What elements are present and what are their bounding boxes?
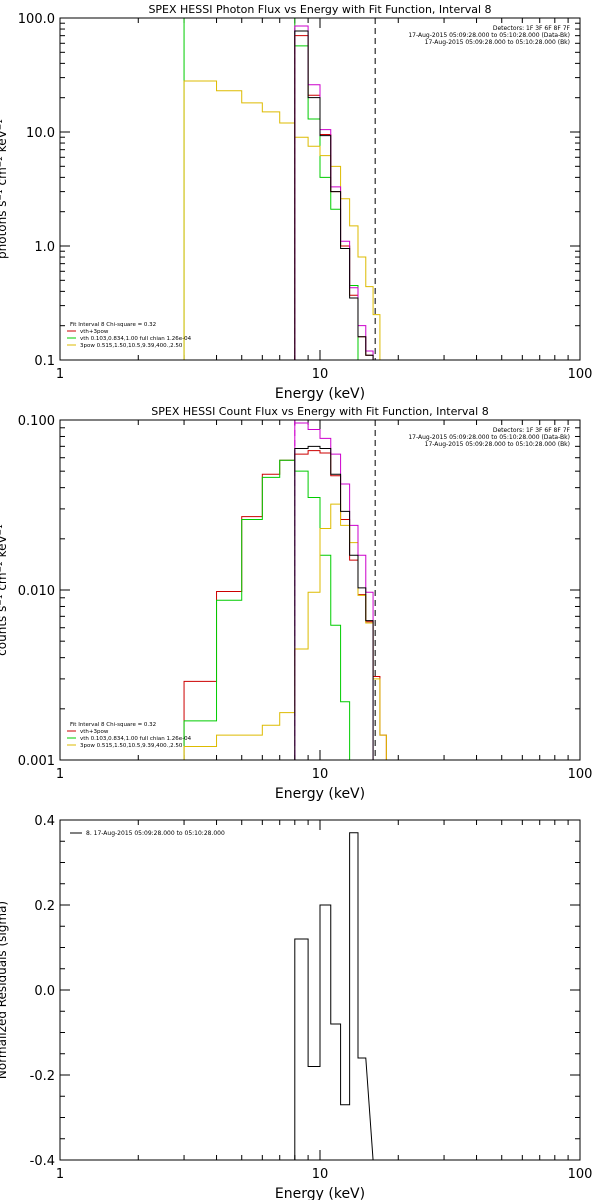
count-plot-series-2 — [183, 503, 399, 760]
residual-plot-ytick-label: 0.4 — [34, 814, 55, 829]
residual-plot-xtick-label: 10 — [312, 1167, 329, 1182]
photon-plot-xtick-label: 1 — [56, 367, 64, 382]
count-plot-legend-text: Fit Interval 8 Chi-square = 0.32 — [70, 722, 156, 728]
photon-plot-ytick-label: 1.0 — [34, 240, 55, 255]
count-plot-ylabel: counts s⁻¹ cm⁻² keV⁻¹ — [0, 524, 9, 656]
count-plot-xlabel: Energy (keV) — [275, 786, 365, 802]
count-plot-xtick-label: 100 — [568, 767, 593, 782]
photon-plot-legend-text: 3pow 0.515,1.50,10.5,9.39,400.,2.50 — [80, 343, 183, 349]
residual-plot-xtick-label: 1 — [56, 1167, 64, 1182]
photon-plot-ytick-label: 0.1 — [34, 354, 55, 369]
residual-plot-frame — [59, 819, 581, 1161]
photon-plot-legend-text: Fit Interval 8 Chi-square = 0.32 — [70, 322, 156, 328]
residual-plot: Energy (keV) Normalized Residuals (sigma)… — [0, 814, 592, 1200]
count-plot-title: SPEX HESSI Count Flux vs Energy with Fit… — [151, 405, 488, 418]
count-plot-ytick-label: 0.010 — [18, 584, 55, 599]
count-plot-ytick-label: 0.001 — [18, 754, 55, 769]
count-plot-legend-text: vth+3pow — [80, 729, 109, 735]
residual-plot-series-group — [294, 832, 374, 1160]
residual-plot-ytick-label: 0.2 — [34, 899, 55, 914]
photon-plot: SPEX HESSI Photon Flux vs Energy with Fi… — [0, 3, 592, 402]
photon-plot-legend-text: vth 0.103,0.834,1.00 full chian 1.26e-04 — [80, 336, 192, 342]
residual-plot-ytick-label: 0.0 — [34, 984, 55, 999]
count-plot-series-4 — [294, 445, 374, 760]
photon-plot-xtick-label: 100 — [568, 367, 593, 382]
photon-plot-series-1 — [183, 80, 381, 360]
photon-plot-legend-text: vth+3pow — [80, 329, 109, 335]
photon-plot-header-line: 17-Aug-2015 05:09:28.000 to 05:10:28.000… — [408, 32, 570, 39]
count-plot-legend-text: 3pow 0.515,1.50,10.5,9.39,400.,2.50 — [80, 743, 183, 749]
photon-plot-series-3 — [294, 25, 380, 360]
photon-plot-header-line: Detectors: 1F 3F 6F 8F 7F — [493, 25, 571, 32]
count-plot: SPEX HESSI Count Flux vs Energy with Fit… — [0, 405, 592, 802]
photon-plot-ylabel: photons s⁻¹ cm⁻² keV⁻¹ — [0, 119, 9, 259]
residual-plot-xtick-label: 100 — [568, 1167, 593, 1182]
count-plot-frame — [59, 419, 581, 761]
residual-plot-ylabel: Normalized Residuals (sigma) — [0, 901, 9, 1079]
count-plot-series-group — [183, 420, 399, 760]
count-plot-header-line: 17-Aug-2015 05:09:28.000 to 05:10:28.000… — [425, 441, 570, 448]
photon-plot-ytick-label: 10.0 — [26, 126, 55, 141]
count-plot-legend-text: vth 0.103,0.834,1.00 full chian 1.26e-04 — [80, 736, 192, 742]
photon-plot-series-0 — [183, 18, 359, 360]
count-plot-series-1 — [183, 459, 374, 760]
photon-plot-series-4 — [294, 30, 374, 360]
count-plot-header-line: 17-Aug-2015 05:09:28.000 to 05:10:28.000… — [408, 434, 570, 441]
photon-plot-xtick-label: 10 — [312, 367, 329, 382]
residual-plot-series-0 — [294, 832, 374, 1160]
photon-plot-header-line: 17-Aug-2015 05:09:28.000 to 05:10:28.000… — [425, 39, 570, 46]
residual-plot-ytick-label: -0.2 — [30, 1069, 55, 1084]
count-plot-header-line: Detectors: 1F 3F 6F 8F 7F — [493, 427, 571, 434]
count-plot-xtick-label: 10 — [312, 767, 329, 782]
residual-plot-legend-text: 8. 17-Aug-2015 05:09:28.000 to 05:10:28.… — [86, 830, 225, 837]
photon-plot-ytick-label: 100.0 — [18, 12, 55, 27]
residual-plot-ytick-label: -0.4 — [30, 1154, 55, 1169]
photon-plot-frame — [59, 17, 581, 361]
count-plot-ytick-label: 0.100 — [18, 414, 55, 429]
photon-plot-series-2 — [294, 35, 380, 360]
photon-plot-series-group — [183, 18, 381, 360]
photon-plot-xlabel: Energy (keV) — [275, 386, 365, 402]
count-plot-series-3 — [294, 422, 380, 760]
residual-plot-xlabel: Energy (keV) — [275, 1186, 365, 1200]
count-plot-xtick-label: 1 — [56, 767, 64, 782]
photon-plot-title: SPEX HESSI Photon Flux vs Energy with Fi… — [148, 3, 491, 16]
